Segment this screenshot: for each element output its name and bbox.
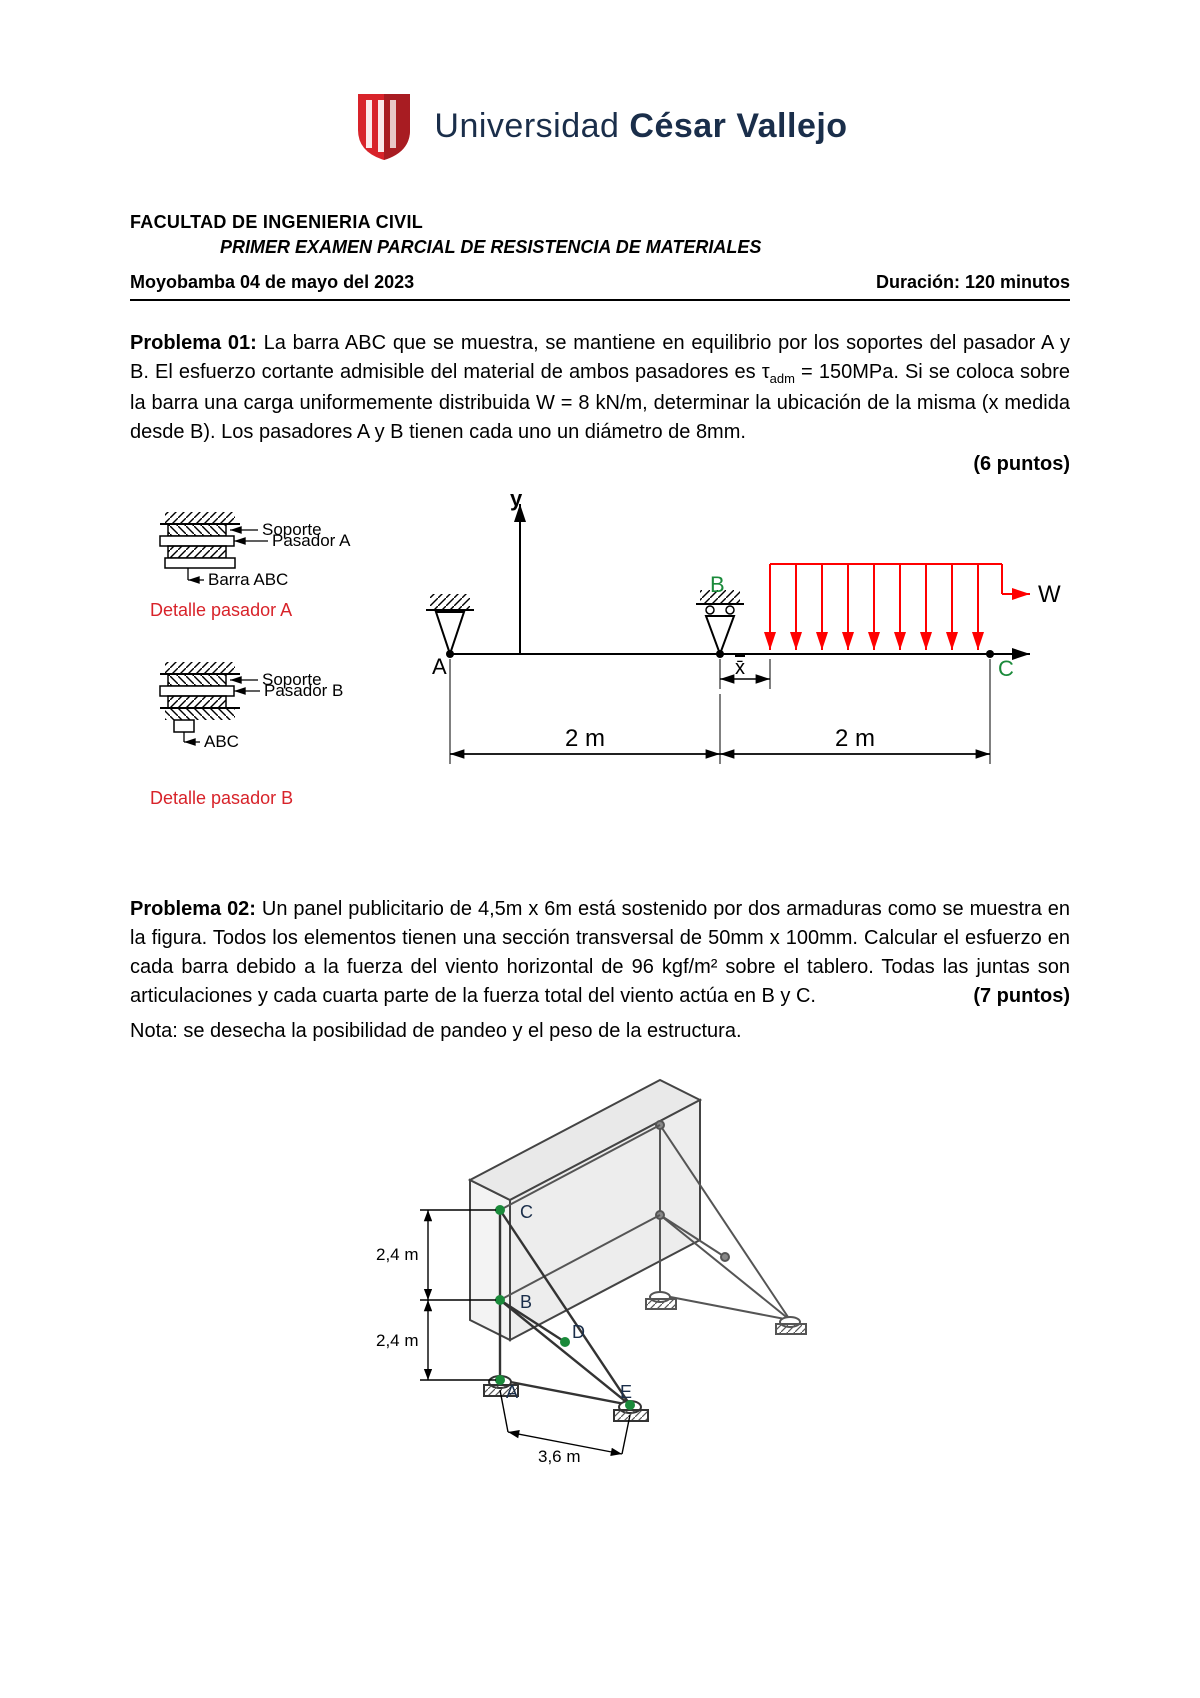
node-e2-label: E <box>620 1382 632 1402</box>
detail-b-title: Detalle pasador B <box>150 788 293 808</box>
university-name-bold: César Vallejo <box>629 107 847 145</box>
y-axis-label: y <box>510 494 523 511</box>
node-c-label: C <box>998 656 1014 681</box>
problem-1-label: Problema 01: <box>130 332 257 354</box>
meta-row: Moyobamba 04 de mayo del 2023 Duración: … <box>130 272 1070 301</box>
xbar-label: x̄ <box>735 657 745 679</box>
detail-a-icon: Soporte Pasador A Barra ABC <box>160 512 351 589</box>
node-b-label: B <box>710 572 725 597</box>
dim-base: 3,6 m <box>538 1447 581 1466</box>
exam-title: PRIMER EXAMEN PARCIAL DE RESISTENCIA DE … <box>220 237 1070 258</box>
university-name: Universidad César Vallejo <box>434 107 847 146</box>
duration: Duración: 120 minutos <box>876 272 1070 293</box>
problem-2-text: Problema 02: Un panel publicitario de 4,… <box>130 895 1070 1011</box>
detail-a-title: Detalle pasador A <box>150 600 292 620</box>
problem-1-text: Problema 01: La barra ABC que se muestra… <box>130 329 1070 447</box>
problem-2-points: (7 puntos) <box>973 982 1070 1011</box>
problem-2-label: Problema 02: <box>130 898 256 920</box>
problem-2-note: Nota: se desecha la posibilidad de pande… <box>130 1017 1070 1046</box>
faculty-line: FACULTAD DE INGENIERIA CIVIL <box>130 212 1070 233</box>
node-a2-label: A <box>506 1382 518 1402</box>
node-b2-label: B <box>520 1292 532 1312</box>
detail-a-l2: Pasador A <box>272 531 351 550</box>
load-w-label: W <box>1038 581 1061 608</box>
node-c2-label: C <box>520 1202 533 1222</box>
problem-1-diagram: Soporte Pasador A Barra ABC Detalle pasa… <box>130 494 1070 859</box>
detail-b-l3: ABC <box>204 732 239 751</box>
problem-1-points: (6 puntos) <box>130 453 1070 476</box>
problem-2-body: Un panel publicitario de 4,5m x 6m está … <box>130 898 1070 1007</box>
detail-b-icon: Soporte Pasador B ABC <box>160 662 343 751</box>
node-a-label: A <box>432 654 447 679</box>
dim-1: 2 m <box>565 725 605 752</box>
detail-a-l3: Barra ABC <box>208 570 288 589</box>
problem-2-diagram: C B A D E 2,4 m 2,4 m 3,6 m <box>130 1060 1070 1480</box>
university-logo-row: Universidad César Vallejo <box>130 90 1070 162</box>
node-d2-label: D <box>572 1322 585 1342</box>
detail-b-l2: Pasador B <box>264 681 343 700</box>
tau-subscript: adm <box>770 371 795 386</box>
university-name-light: Universidad <box>434 107 629 145</box>
dim-h2: 2,4 m <box>376 1331 419 1350</box>
dim-h1: 2,4 m <box>376 1245 419 1264</box>
shield-icon <box>352 90 416 162</box>
place-date: Moyobamba 04 de mayo del 2023 <box>130 272 414 293</box>
dim-2: 2 m <box>835 725 875 752</box>
